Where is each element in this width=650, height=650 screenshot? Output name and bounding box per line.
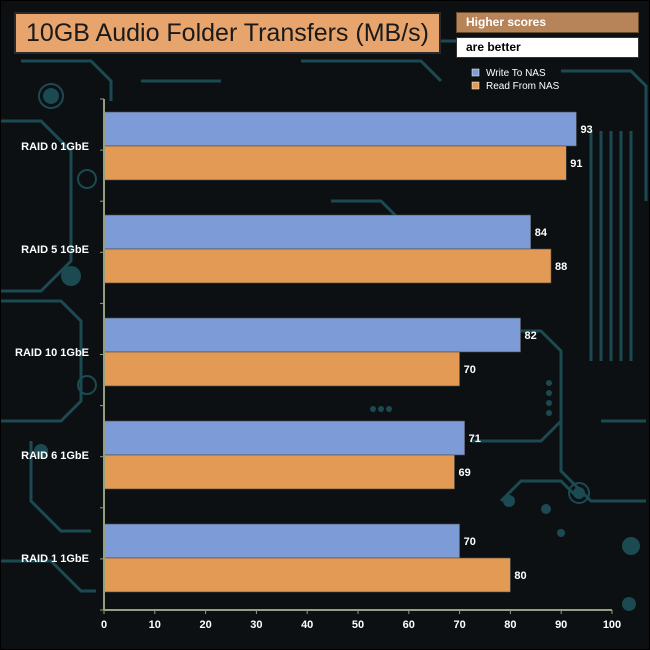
legend: Write To NAS Read From NAS [471, 68, 560, 92]
x-tick-label-0: 0 [101, 619, 107, 631]
data-label-write-1: 84 [535, 227, 548, 239]
bar-write-2 [103, 317, 521, 353]
category-label-2: RAID 10 1GbE [15, 347, 89, 359]
are-better-note: are better [456, 37, 639, 58]
bar-read-3 [103, 454, 455, 490]
bar-write-4 [103, 523, 460, 559]
bars-layer [103, 111, 577, 593]
bar-write-3 [103, 420, 465, 456]
data-label-read-4: 80 [514, 570, 526, 582]
bar-read-2 [103, 351, 460, 387]
category-label-1: RAID 5 1GbE [21, 244, 89, 256]
bar-read-4 [103, 557, 511, 593]
data-label-write-2: 82 [525, 330, 537, 342]
data-label-read-2: 70 [464, 364, 476, 376]
bar-write-1 [103, 214, 532, 250]
x-tick-label-4: 40 [301, 619, 313, 631]
chart-title: 10GB Audio Folder Transfers (MB/s) [14, 12, 441, 54]
data-label-write-0: 93 [580, 124, 592, 136]
x-tick-label-2: 20 [199, 619, 211, 631]
data-label-write-4: 70 [464, 536, 476, 548]
x-tick-label-6: 60 [403, 619, 415, 631]
x-tick-label-10: 100 [603, 619, 621, 631]
legend-swatch-write [471, 68, 480, 77]
category-label-4: RAID 1 1GbE [21, 553, 89, 565]
bar-read-0 [103, 145, 567, 181]
bar-write-0 [103, 111, 577, 147]
higher-scores-note: Higher scores [456, 12, 639, 33]
category-label-0: RAID 0 1GbE [21, 141, 89, 153]
data-label-read-1: 88 [555, 261, 567, 273]
labels-layer: 93 91 RAID 0 1GbE 84 88 RAID 5 1GbE 82 70 RAID 1… [15, 124, 621, 631]
legend-label-read: Read From NAS [486, 81, 560, 92]
x-tick-label-1: 10 [149, 619, 161, 631]
x-tick-label-9: 90 [555, 619, 567, 631]
axes-layer [100, 98, 613, 614]
x-tick-label-8: 80 [504, 619, 516, 631]
circuit-background [1, 39, 648, 611]
data-label-read-0: 91 [570, 158, 582, 170]
x-tick-label-5: 50 [352, 619, 364, 631]
bar-read-1 [103, 248, 552, 284]
x-tick-label-7: 70 [453, 619, 465, 631]
x-tick-label-3: 30 [250, 619, 262, 631]
category-label-3: RAID 6 1GbE [21, 450, 89, 462]
data-label-write-3: 71 [469, 433, 481, 445]
legend-label-write: Write To NAS [486, 68, 546, 79]
data-label-read-3: 69 [459, 467, 471, 479]
legend-swatch-read [471, 81, 480, 90]
